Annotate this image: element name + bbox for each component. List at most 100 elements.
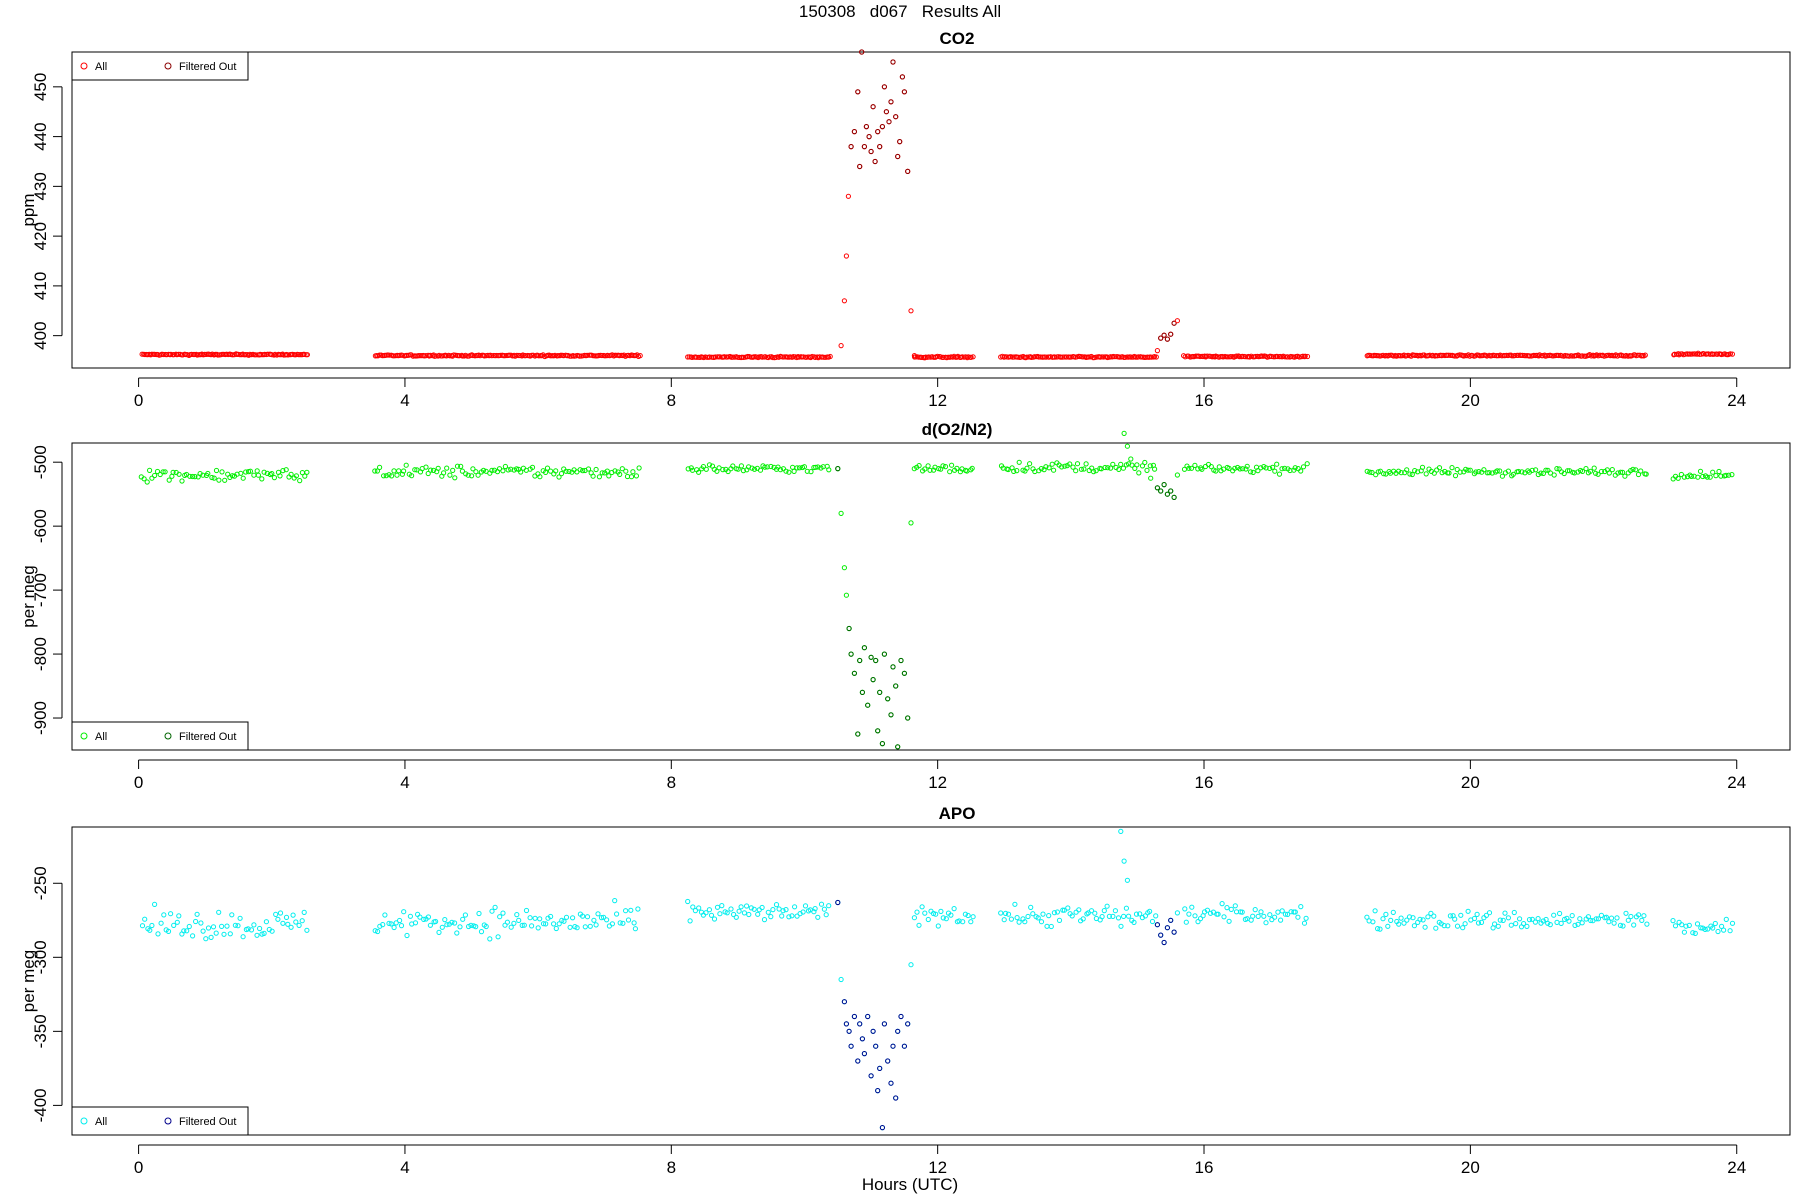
filtered-point xyxy=(857,163,863,170)
data-point xyxy=(529,464,536,470)
data-point xyxy=(1532,919,1539,925)
data-point xyxy=(304,927,310,933)
data-point xyxy=(604,468,610,474)
data-point xyxy=(1195,919,1201,925)
data-point xyxy=(1051,910,1058,916)
data-point xyxy=(628,474,635,480)
data-point xyxy=(1226,465,1232,471)
data-point xyxy=(735,466,741,472)
data-point xyxy=(556,921,562,927)
filtered-point xyxy=(898,1013,904,1020)
data-point xyxy=(736,908,742,914)
data-point xyxy=(938,908,944,915)
filtered-point xyxy=(1171,494,1177,500)
data-point xyxy=(1051,467,1057,473)
data-point xyxy=(1028,354,1035,360)
data-point xyxy=(1298,904,1304,910)
data-point xyxy=(1512,352,1518,359)
y-tick-label: -250 xyxy=(31,866,50,900)
data-point xyxy=(1144,467,1150,473)
filtered-point xyxy=(1154,922,1161,928)
data-point xyxy=(447,472,453,478)
data-point xyxy=(386,472,392,478)
data-point xyxy=(720,467,726,473)
data-point xyxy=(617,920,623,926)
filtered-point xyxy=(1168,331,1174,337)
data-point xyxy=(636,465,642,471)
data-point xyxy=(149,922,155,929)
data-point xyxy=(254,932,260,938)
data-point xyxy=(1267,465,1273,471)
data-point xyxy=(441,470,447,476)
y-tick-label: 410 xyxy=(31,272,50,300)
data-point xyxy=(229,473,235,479)
data-point xyxy=(372,928,378,934)
data-point xyxy=(741,910,748,916)
data-point xyxy=(232,922,238,928)
data-point xyxy=(1441,923,1447,929)
data-point xyxy=(1547,470,1554,476)
data-point xyxy=(604,917,610,923)
filtered-point xyxy=(868,1073,874,1079)
data-point xyxy=(1182,906,1188,912)
data-point xyxy=(1276,471,1283,477)
filtered-point xyxy=(846,625,852,632)
y-tick-label: -700 xyxy=(31,573,50,607)
data-point xyxy=(543,469,549,475)
filtered-point xyxy=(855,731,861,737)
data-point xyxy=(599,470,605,476)
data-point xyxy=(553,468,559,474)
data-point xyxy=(1618,469,1624,475)
data-point xyxy=(481,353,487,359)
data-point xyxy=(1038,919,1045,925)
data-point xyxy=(1124,443,1131,449)
data-point xyxy=(1126,913,1132,919)
data-point xyxy=(1431,470,1437,476)
data-point xyxy=(273,911,279,918)
filtered-point xyxy=(885,1058,891,1064)
data-point xyxy=(1001,917,1007,923)
data-point xyxy=(933,911,939,917)
data-point xyxy=(1043,464,1049,470)
filtered-point xyxy=(868,148,874,155)
data-point xyxy=(1074,461,1081,467)
filtered-point xyxy=(835,899,841,906)
filtered-point xyxy=(875,728,881,734)
data-point xyxy=(1078,466,1085,472)
panel-title: d(O2/N2) xyxy=(922,420,993,439)
data-point xyxy=(1282,354,1288,360)
y-tick-label: -400 xyxy=(31,1088,50,1122)
data-point xyxy=(717,911,723,917)
data-point xyxy=(1219,901,1225,907)
data-point xyxy=(209,474,215,481)
data-point xyxy=(1383,911,1389,918)
data-point xyxy=(1258,465,1264,471)
page-title: 150308 d067 Results All xyxy=(798,2,1002,21)
data-point xyxy=(213,467,220,474)
data-point xyxy=(1263,920,1269,926)
data-point xyxy=(475,472,481,478)
data-point xyxy=(200,928,206,934)
data-point xyxy=(200,472,206,478)
data-point xyxy=(283,914,290,921)
data-point xyxy=(1475,920,1482,926)
data-point xyxy=(1296,354,1303,360)
data-point xyxy=(1579,353,1585,359)
data-point xyxy=(574,925,580,931)
data-point xyxy=(1081,466,1087,472)
data-point xyxy=(396,468,402,474)
data-point xyxy=(462,912,468,918)
data-point xyxy=(1715,928,1721,935)
data-point xyxy=(1148,475,1154,481)
data-point xyxy=(1454,466,1460,473)
data-point xyxy=(161,912,167,918)
filtered-point xyxy=(859,49,865,55)
data-point xyxy=(374,468,380,474)
data-point xyxy=(171,352,177,358)
data-point xyxy=(470,466,476,472)
data-point xyxy=(796,465,803,471)
data-point xyxy=(1635,471,1642,478)
data-point xyxy=(155,931,161,937)
data-point xyxy=(460,353,466,359)
data-point xyxy=(1244,463,1250,469)
